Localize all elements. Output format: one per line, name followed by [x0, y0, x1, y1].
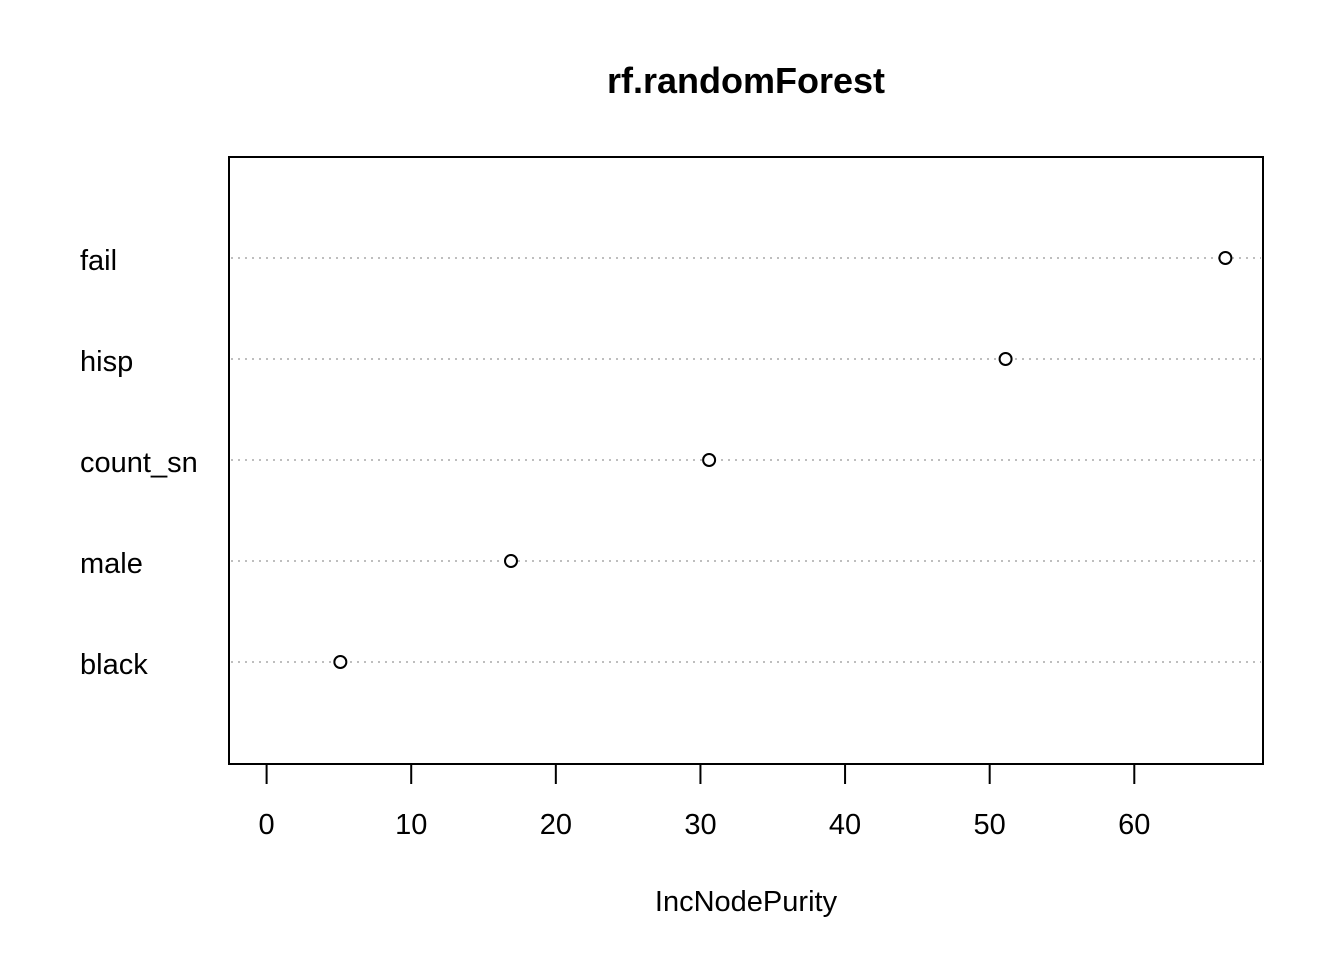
- x-axis-label: IncNodePurity: [655, 886, 838, 918]
- chart-title: rf.randomForest: [607, 60, 885, 101]
- y-label-count-sn: count_sn: [80, 447, 198, 479]
- x-tick-label-40: 40: [829, 809, 861, 841]
- x-tick-label-0: 0: [259, 809, 275, 841]
- data-point-hisp: [998, 352, 1013, 366]
- x-tick-label-60: 60: [1118, 809, 1150, 841]
- y-label-male: male: [80, 548, 143, 580]
- x-tick-label-10: 10: [395, 809, 427, 841]
- data-point-fail: [1218, 251, 1233, 265]
- y-label-hisp: hisp: [80, 346, 133, 378]
- x-tick-label-20: 20: [540, 809, 572, 841]
- x-tick-label-50: 50: [974, 809, 1006, 841]
- guide-lines: [231, 257, 1261, 663]
- x-tick-label-30: 30: [684, 809, 716, 841]
- data-point-male: [504, 554, 518, 568]
- data-points: [333, 251, 1233, 669]
- data-point-count-sn: [702, 453, 717, 467]
- y-label-fail: fail: [80, 245, 117, 277]
- y-label-black: black: [80, 649, 148, 681]
- x-axis: 0 10 20 30 40 50 60: [259, 763, 1150, 841]
- data-point-black: [333, 655, 348, 669]
